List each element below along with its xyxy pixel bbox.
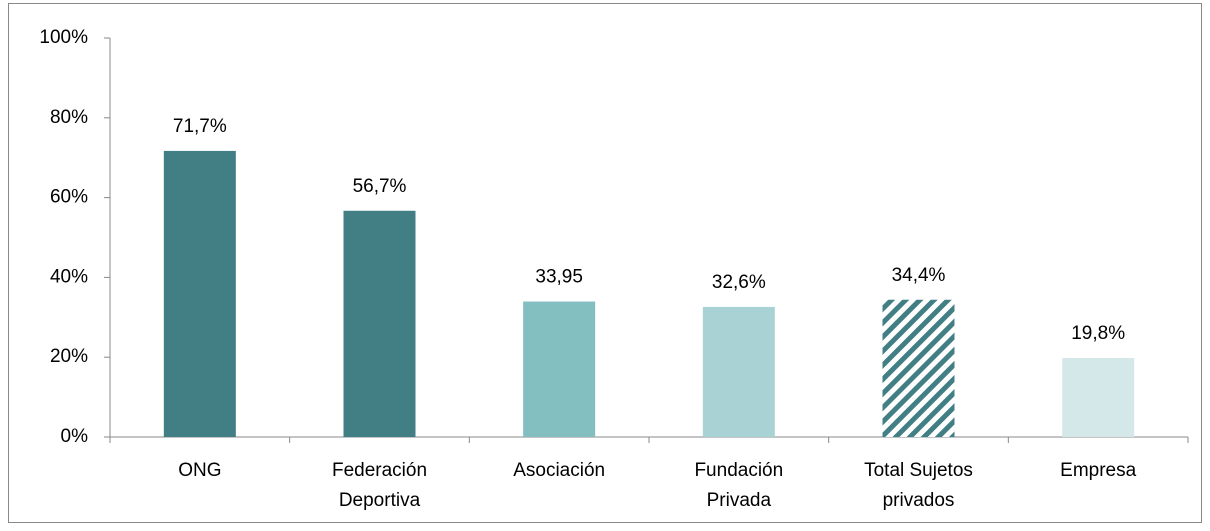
x-tick-label: Empresa [1060,460,1137,481]
data-label: 19,8% [1071,323,1125,344]
data-label: 33,95 [535,267,583,288]
y-tick-label: 60% [50,187,88,208]
chart-frame [8,3,1202,523]
y-tick-label: 0% [61,426,89,447]
bar [882,299,955,437]
x-tick-label: Fundación Privada [694,460,784,511]
y-tick-label: 80% [50,107,88,128]
bar [702,306,775,437]
bar [1062,357,1135,437]
data-label: 32,6% [712,272,766,293]
x-tick-label: Federación Deportiva [331,460,428,511]
y-tick-label: 100% [39,27,88,48]
bar [163,150,236,438]
x-tick-label: Total Sujetos privados [864,460,973,511]
bar [523,301,596,437]
y-tick-label: 40% [50,266,88,287]
data-label: 71,7% [173,116,227,137]
data-label: 56,7% [353,176,407,197]
bar [343,210,416,437]
x-tick-label: Asociación [513,460,606,481]
y-tick-label: 20% [50,346,88,367]
x-tick-label: ONG [178,460,222,481]
data-label: 34,4% [892,265,946,286]
